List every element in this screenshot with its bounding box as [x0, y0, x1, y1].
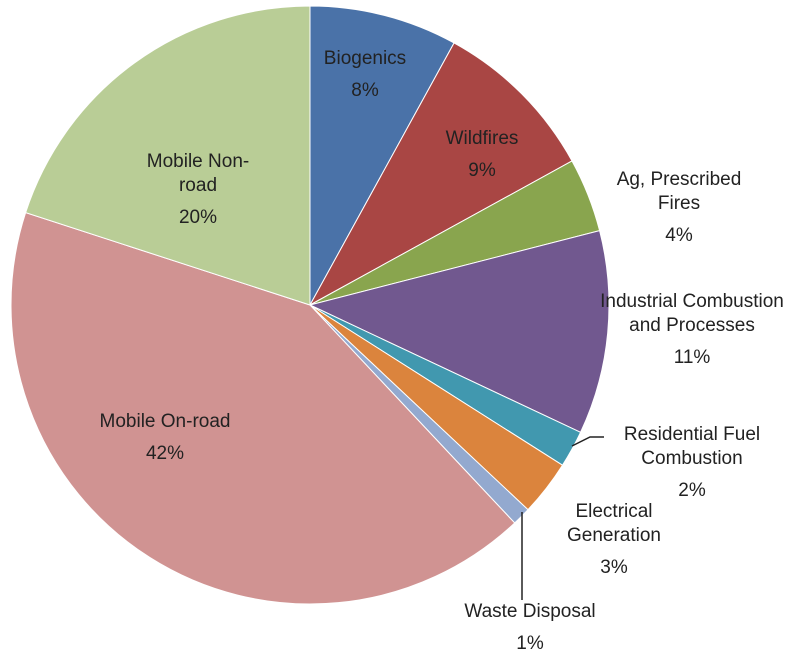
category-name: Residential Fuel Combustion: [623, 424, 761, 469]
category-name: Wildfires: [445, 128, 519, 149]
pie-slice: [10, 211, 516, 605]
slice-label: Wildfires 9%: [412, 127, 552, 183]
category-name: Waste Disposal: [464, 601, 596, 622]
pie-slice: [308, 42, 573, 307]
category-name: Ag, Prescribed Fires: [616, 169, 742, 214]
value-label: 8%: [351, 80, 379, 101]
value-label: 9%: [468, 160, 496, 181]
category-name: Mobile On-road: [99, 411, 231, 432]
slice-label: Mobile On-road 42%: [65, 410, 265, 466]
value-label: 3%: [600, 557, 628, 578]
pie-slice: [25, 5, 311, 306]
pie-slice: [309, 5, 455, 306]
slice-label: Residential Fuel Combustion 2%: [602, 423, 782, 503]
leader-line: [571, 436, 604, 447]
slice-label: Mobile Non-road 20%: [133, 150, 263, 230]
category-name: Biogenics: [323, 48, 407, 69]
value-label: 4%: [665, 225, 693, 246]
value-label: 11%: [673, 347, 711, 368]
value-label: 20%: [178, 207, 218, 228]
category-name: Mobile Non-road: [146, 151, 250, 196]
category-name: Electrical Generation: [566, 501, 661, 546]
slice-label: Industrial Combustion and Processes 11%: [597, 290, 787, 370]
value-label: 2%: [678, 480, 706, 501]
slice-label: Electrical Generation 3%: [549, 500, 679, 580]
slice-label: Biogenics 8%: [295, 47, 435, 103]
pie-slice: [308, 230, 610, 433]
category-name: Industrial Combustion and Processes: [600, 291, 784, 336]
value-label: 42%: [145, 443, 185, 464]
slice-label: Ag, Prescribed Fires 4%: [599, 168, 759, 248]
value-label: 1%: [516, 633, 544, 654]
slice-label: Waste Disposal 1%: [430, 600, 630, 656]
